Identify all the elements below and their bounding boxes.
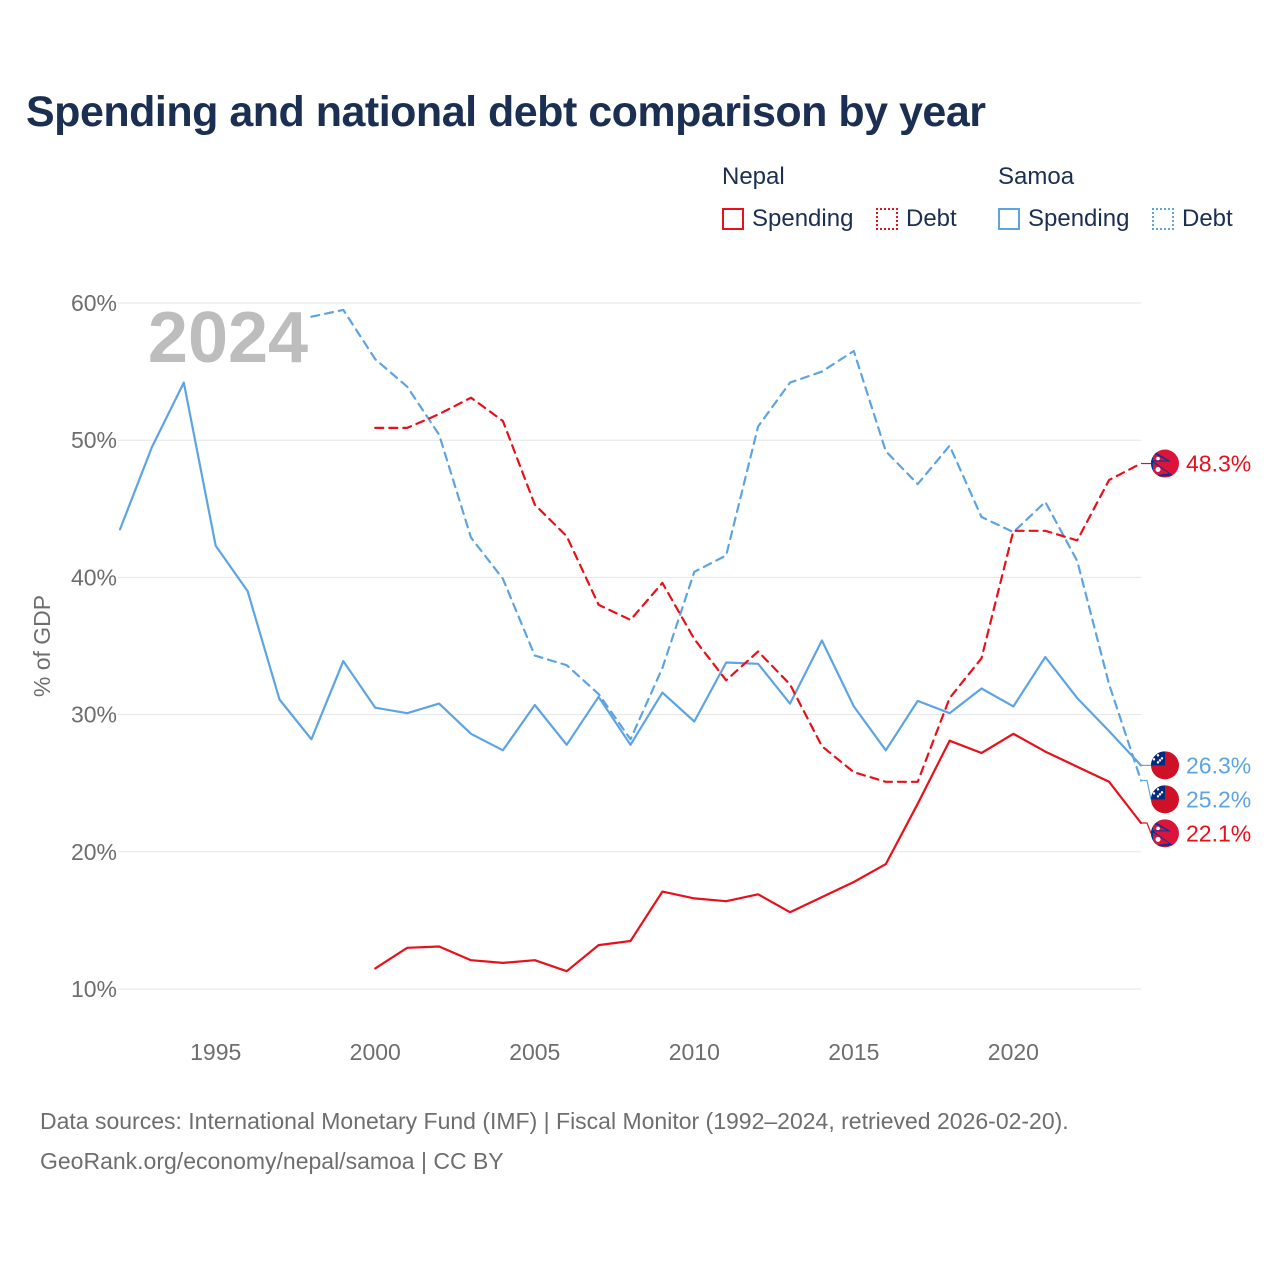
legend-samoa-debt[interactable]: Debt: [1152, 204, 1233, 234]
x-tick-label: 2020: [988, 1039, 1039, 1065]
legend-nepal-title: Nepal: [722, 163, 785, 190]
end-value-label: 22.1%: [1186, 820, 1251, 846]
source-note: Data sources: International Monetary Fun…: [40, 1108, 1069, 1134]
legend-samoa-spending[interactable]: Spending: [998, 204, 1129, 234]
x-tick-label: 2010: [669, 1039, 720, 1065]
legend-label: Debt: [906, 205, 957, 232]
credit-link[interactable]: GeoRank.org/economy/nepal/samoa | CC BY: [40, 1148, 504, 1174]
page-title: Spending and national debt comparison by…: [26, 88, 986, 136]
legend-label: Spending: [1028, 205, 1130, 232]
end-value-label: 48.3%: [1186, 451, 1251, 477]
y-tick-label: 50%: [71, 427, 117, 453]
samoa-flag-icon: [1151, 751, 1179, 780]
x-tick-label: 2005: [509, 1039, 560, 1065]
y-tick-label: 60%: [71, 290, 117, 316]
series-line-nepal-debt[interactable]: [374, 396, 1143, 783]
legend-nepal-spending[interactable]: Spending: [722, 204, 853, 234]
legend-label: Debt: [1182, 205, 1233, 232]
nepal-flag-icon: [1151, 819, 1179, 848]
series-line-samoa-spending[interactable]: [118, 381, 1143, 767]
x-tick-label: 2000: [350, 1039, 401, 1065]
legend-swatch-nepal-debt: [876, 208, 898, 230]
series-line-samoa-debt[interactable]: [310, 308, 1143, 782]
legend-swatch-samoa-spending: [998, 208, 1020, 230]
legend-swatch-nepal-spending: [722, 208, 744, 230]
legend-label: Spending: [752, 205, 854, 232]
y-tick-label: 40%: [71, 564, 117, 590]
end-label-leader: [1141, 822, 1152, 834]
year-watermark: 2024: [148, 298, 308, 378]
x-tick-label: 2015: [828, 1039, 879, 1065]
x-tick-label: 1995: [190, 1039, 241, 1065]
end-value-label: 25.2%: [1186, 786, 1251, 812]
y-tick-label: 10%: [71, 976, 117, 1002]
y-tick-label: 20%: [71, 839, 117, 865]
nepal-flag-icon: [1151, 449, 1179, 478]
end-label-leader: [1141, 779, 1152, 800]
end-label-layer: 48.3% 26.3% 25.2% 22.1%: [1141, 449, 1251, 848]
grid-layer: 10% 20% 30% 40% 50% 60% 1995 2000 2005 2010 2015 20…: [71, 290, 1141, 1065]
legend-samoa-title: Samoa: [998, 163, 1075, 190]
end-value-label: 26.3%: [1186, 752, 1251, 778]
series-line-nepal-spending[interactable]: [374, 732, 1143, 973]
y-axis-label: % of GDP: [29, 595, 55, 697]
legend-swatch-samoa-debt: [1152, 208, 1174, 230]
series-layer: [118, 308, 1143, 973]
samoa-flag-icon: [1151, 785, 1179, 814]
y-tick-label: 30%: [71, 702, 117, 728]
legend-nepal-debt[interactable]: Debt: [876, 204, 957, 234]
